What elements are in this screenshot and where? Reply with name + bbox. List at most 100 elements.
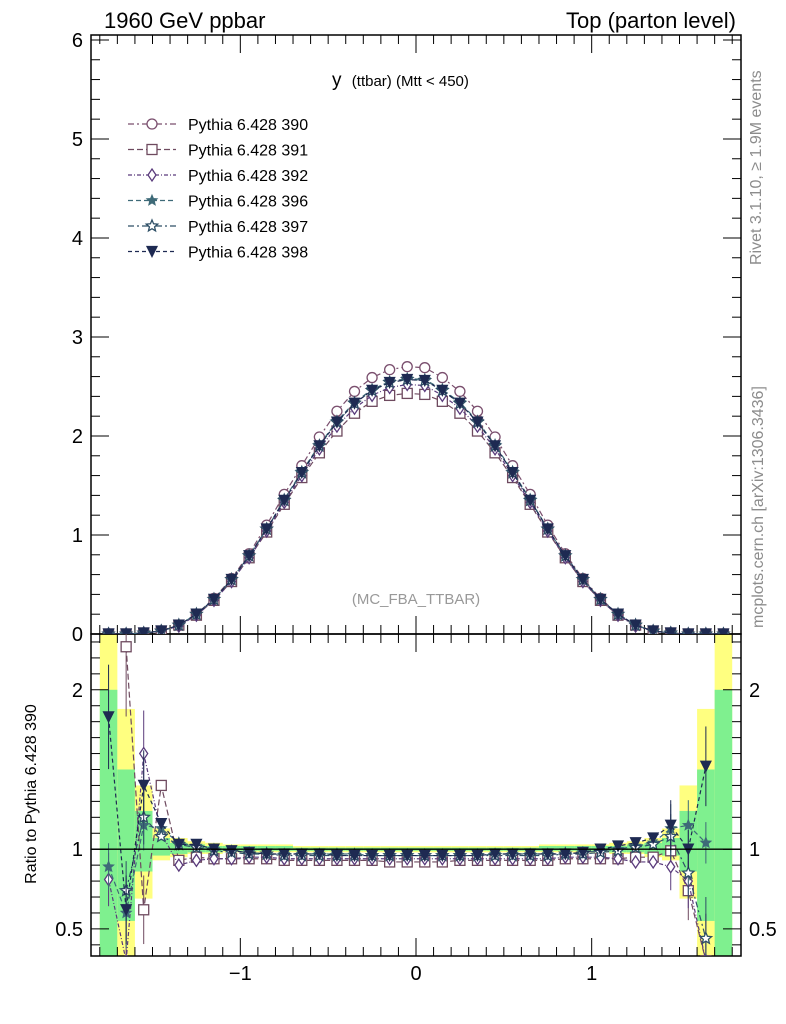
ratio-data-point xyxy=(155,779,167,792)
plot-title-main: y xyxy=(332,70,342,91)
ratio-data-point xyxy=(209,851,219,866)
main-data-point xyxy=(155,625,168,634)
ratio-data-point xyxy=(383,849,396,863)
ratio-data-point xyxy=(681,818,695,831)
band-inner xyxy=(99,689,118,956)
y-tick-label: 3 xyxy=(72,327,83,349)
ratio-data-point xyxy=(190,838,203,851)
legend-label: Pythia 6.428 397 xyxy=(188,219,308,236)
x-tick-label: 1 xyxy=(586,963,597,985)
main-data-point xyxy=(436,371,449,384)
main-data-point xyxy=(330,416,343,429)
main-data-point xyxy=(225,573,238,586)
ratio-data-point xyxy=(330,849,343,863)
ratio-y-tick-label-right: 2 xyxy=(749,680,760,702)
ratio-data-point xyxy=(153,828,169,843)
legend-label: Pythia 6.428 390 xyxy=(188,117,308,134)
ratio-data-point xyxy=(613,851,623,866)
main-data-point xyxy=(278,494,291,507)
ratio-data-point xyxy=(102,860,115,873)
plot-title-sub: (ttbar) (Mtt < 450) xyxy=(352,73,469,90)
main-data-point xyxy=(348,397,361,410)
ratio-data-point xyxy=(120,641,132,653)
ratio-series-line xyxy=(107,716,707,910)
y-tick-label: 4 xyxy=(72,228,83,250)
ratio-data-point xyxy=(418,849,431,863)
legend-marker xyxy=(146,143,158,156)
main-data-point xyxy=(401,373,414,387)
legend-entry: Pythia 6.428 398 xyxy=(128,245,308,262)
main-series-line xyxy=(108,378,724,634)
ratio-data-point xyxy=(366,849,379,863)
ratio-data-point xyxy=(698,930,714,945)
main-data-point xyxy=(453,397,466,410)
main-data-point xyxy=(647,625,660,634)
ratio-data-point xyxy=(137,779,150,792)
legend-marker xyxy=(146,118,158,130)
ratio-data-point xyxy=(630,854,641,870)
ratio-data-point xyxy=(471,849,484,863)
x-tick-label: 0 xyxy=(410,963,421,985)
main-data-point xyxy=(207,593,221,606)
y-tick-label: 5 xyxy=(72,129,83,151)
legend-entry: Pythia 6.428 396 xyxy=(128,194,308,211)
main-data-point xyxy=(190,608,203,621)
main-data-point xyxy=(366,371,378,384)
y-tick-label: 0 xyxy=(72,624,83,646)
ratio-series-line xyxy=(125,816,707,939)
plot-title: y (ttbar) (Mtt < 450) xyxy=(332,70,469,91)
ratio-data-point xyxy=(120,904,133,917)
ratio-data-point xyxy=(155,818,168,831)
x-tick-label: −1 xyxy=(229,963,252,985)
main-data-point xyxy=(383,376,396,389)
ratio-data-point xyxy=(647,832,660,845)
legend-marker xyxy=(145,245,159,258)
ratio-data-point xyxy=(102,711,115,724)
main-data-point xyxy=(418,374,431,387)
legend-label: Pythia 6.428 392 xyxy=(188,168,308,185)
main-data-point xyxy=(366,384,379,397)
main-data-point xyxy=(436,384,449,397)
legend-entry: Pythia 6.428 397 xyxy=(128,218,308,236)
main-data-point xyxy=(682,628,695,634)
main-data-point xyxy=(629,619,642,632)
ratio-series-line xyxy=(107,753,706,956)
ratio-data-point xyxy=(436,849,449,863)
ratio-series-3 xyxy=(102,800,713,949)
ratio-y-tick-label-right: 0.5 xyxy=(749,919,777,941)
main-series-layer xyxy=(101,361,731,634)
main-data-point xyxy=(576,573,589,586)
main-data-point xyxy=(313,440,326,453)
legend-label: Pythia 6.428 396 xyxy=(188,194,308,211)
main-data-point xyxy=(383,363,396,376)
band-inner xyxy=(152,838,171,856)
ratio-plot-frame xyxy=(90,633,742,957)
legend-entry: Pythia 6.428 391 xyxy=(128,143,308,160)
main-data-point xyxy=(611,608,625,621)
ratio-series-5 xyxy=(102,664,712,945)
ratio-data-point xyxy=(401,849,414,863)
main-data-point xyxy=(471,416,484,429)
ratio-y-tick-label-left: 2 xyxy=(72,680,83,702)
ratio-data-point xyxy=(611,840,625,853)
main-data-point xyxy=(419,362,431,374)
main-data-point xyxy=(102,628,115,634)
y-tick-label: 2 xyxy=(72,426,83,448)
analysis-watermark: (MC_FBA_TTBAR) xyxy=(352,591,480,608)
ratio-data-point xyxy=(225,845,238,858)
legend-label: Pythia 6.428 391 xyxy=(188,143,308,160)
ratio-data-point xyxy=(576,846,589,859)
legend-marker xyxy=(144,218,160,233)
ratio-data-point xyxy=(699,760,712,773)
ratio-y-tick-label-left: 1 xyxy=(72,839,83,861)
main-data-point xyxy=(559,550,572,563)
main-series-5 xyxy=(102,373,730,634)
main-data-point xyxy=(717,628,730,634)
ratio-data-point xyxy=(699,836,713,849)
band-inner xyxy=(644,842,662,854)
header-process-label: Top (parton level) xyxy=(566,8,736,33)
ratio-data-point xyxy=(664,819,677,832)
legend-marker xyxy=(147,167,157,183)
main-data-point xyxy=(295,466,308,480)
